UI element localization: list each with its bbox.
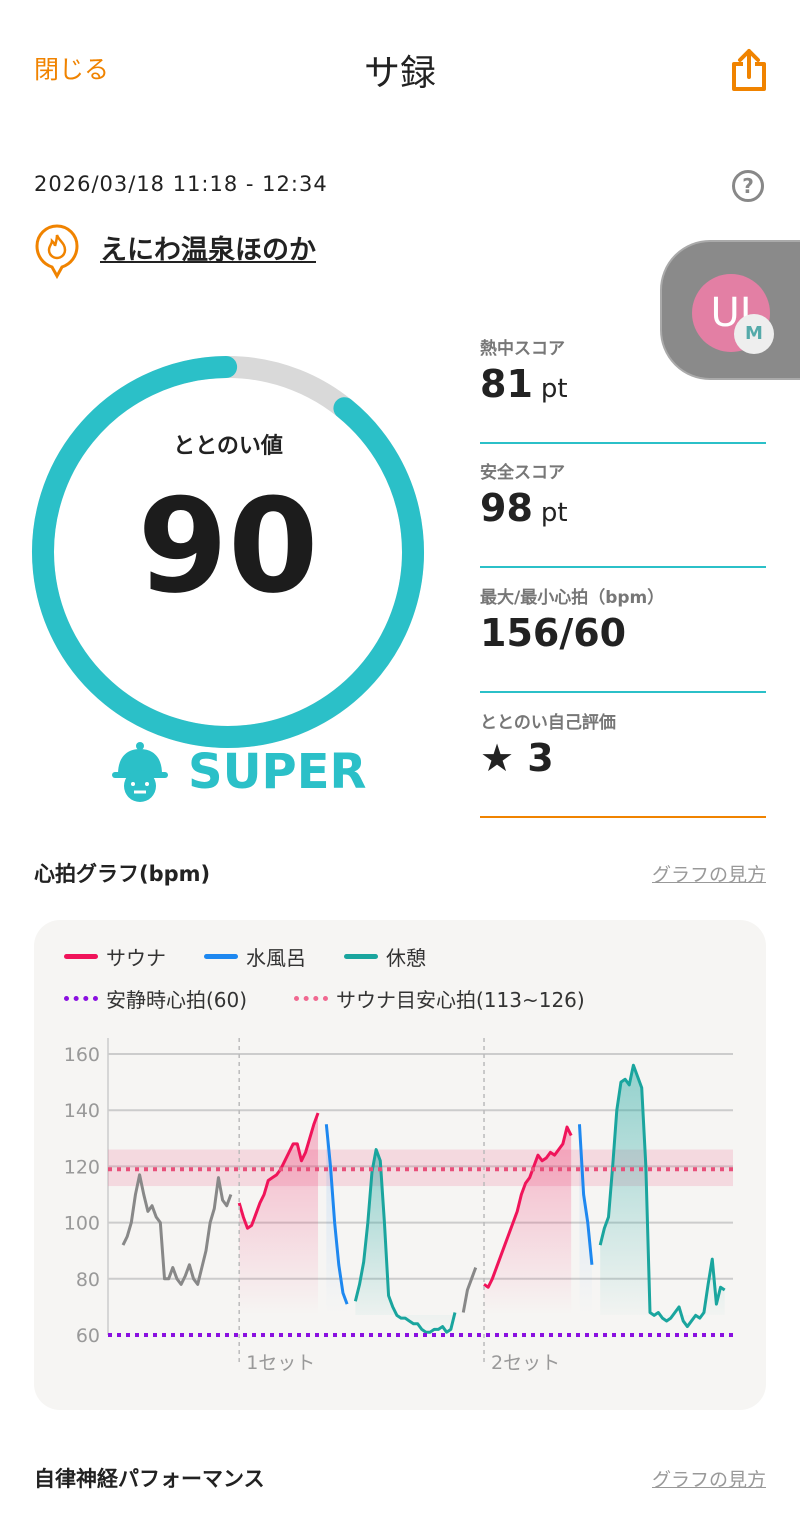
y-tick-label: 160 <box>64 1044 100 1066</box>
legend-swatch <box>204 954 238 959</box>
y-tick-label: 80 <box>76 1269 100 1291</box>
gauge-value: 90 <box>137 470 319 622</box>
legend-swatch <box>64 954 98 959</box>
legend-resting-hr: 安静時心拍(60) <box>64 984 247 1013</box>
stat-label: 熱中スコア <box>480 339 565 359</box>
set-label: 1セット <box>246 1352 315 1374</box>
area-cold <box>579 1124 592 1315</box>
stat-value: 98 <box>480 486 533 530</box>
legend-label: サウナ目安心拍(113~126) <box>336 988 585 1012</box>
y-tick-label: 120 <box>64 1156 100 1178</box>
legend-swatch <box>344 954 378 959</box>
legend-sauna: サウナ <box>64 942 166 971</box>
stat-unit: pt <box>540 374 568 404</box>
legend-label: サウナ <box>106 946 166 970</box>
stat-value[interactable]: ★ 3 <box>480 736 554 780</box>
hr-line-sauna <box>483 1125 573 1289</box>
hr-line-other <box>121 1173 233 1286</box>
legend-label: 休憩 <box>386 946 426 970</box>
heart-graph-help-link[interactable]: グラフの見方 <box>651 864 766 886</box>
venue-link[interactable]: えにわ温泉ほのか <box>100 235 316 266</box>
heart-rate-chart-card: サウナ 水風呂 休憩 安静時心拍(60) サウナ目安心拍(113~126) 60… <box>34 920 766 1410</box>
totonoi-gauge <box>32 356 424 748</box>
rank-label: SUPER <box>188 744 367 800</box>
heart-rate-chart: 60 80 100 120 140 160 1セット 2セット <box>64 1038 733 1374</box>
area-rest <box>355 1149 455 1333</box>
stat-heat-score: 熱中スコア 81 pt <box>480 334 766 444</box>
legend-cold-bath: 水風呂 <box>204 942 306 971</box>
area-sauna <box>239 1113 319 1315</box>
area-sauna <box>484 1127 572 1315</box>
stat-self-rating[interactable]: ととのい自己評価 ★ 3 <box>480 708 766 818</box>
y-tick-label: 100 <box>64 1213 100 1235</box>
stat-label: 最大/最小心拍（bpm） <box>480 588 665 608</box>
hr-line-cold <box>324 1124 349 1305</box>
floating-avatar-widget[interactable]: UI M <box>660 240 800 380</box>
autonomic-title: 自律神経パフォーマンス <box>34 1467 265 1491</box>
page-title: サ録 <box>363 53 436 94</box>
help-icon[interactable]: ? <box>732 170 764 202</box>
session-datetime: 2026/03/18 11:18 - 12:34 <box>34 172 328 196</box>
legend-rest: 休憩 <box>344 942 426 971</box>
legend-target-hr: サウナ目安心拍(113~126) <box>294 984 585 1013</box>
close-button[interactable]: 閉じる <box>34 55 110 84</box>
stat-value: 156/60 <box>480 611 627 655</box>
app-badge-icon: M <box>734 314 774 354</box>
hr-line-rest <box>598 1063 726 1329</box>
sauna-hat-icon <box>110 740 170 808</box>
sauna-flame-pin-icon <box>34 222 80 284</box>
share-icon[interactable] <box>730 48 768 96</box>
legend-swatch <box>294 996 328 1001</box>
stat-safety-score: 安全スコア 98 pt <box>480 458 766 568</box>
hr-line-other <box>461 1267 478 1313</box>
stat-value: 81 <box>480 362 533 406</box>
set-label: 2セット <box>491 1352 560 1374</box>
area-rest <box>600 1065 725 1327</box>
y-tick-label: 140 <box>64 1100 100 1122</box>
autonomic-help-link[interactable]: グラフの見方 <box>651 1469 766 1491</box>
stat-label: ととのい自己評価 <box>480 713 616 733</box>
y-tick-label: 60 <box>76 1325 100 1347</box>
legend-label: 水風呂 <box>246 946 306 970</box>
gauge-fill <box>32 356 424 748</box>
hr-line-sauna <box>237 1112 320 1230</box>
stat-heart-rate: 最大/最小心拍（bpm） 156/60 <box>480 583 766 693</box>
hr-line-cold <box>577 1124 594 1265</box>
legend-label: 安静時心拍(60) <box>106 988 248 1012</box>
heart-graph-title: 心拍グラフ(bpm) <box>34 862 211 886</box>
legend-swatch <box>64 996 98 1001</box>
hr-line-rest <box>353 1148 457 1334</box>
stat-label: 安全スコア <box>480 463 565 483</box>
gauge-label: ととのい値 <box>173 434 283 459</box>
stat-unit: pt <box>540 498 568 528</box>
area-cold <box>326 1124 348 1315</box>
